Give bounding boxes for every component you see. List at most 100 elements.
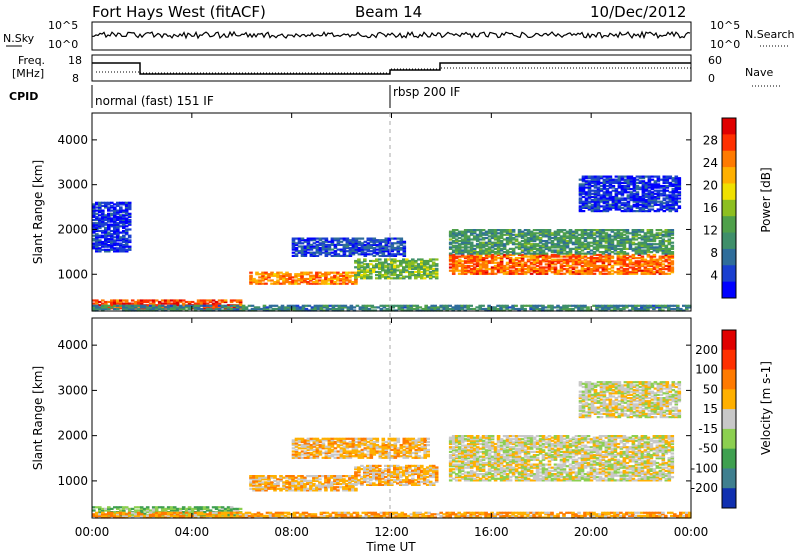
velocity-cell bbox=[273, 475, 277, 477]
velocity-cell bbox=[239, 508, 243, 510]
power-cell bbox=[612, 185, 616, 187]
freq-tick-low: 8 bbox=[72, 72, 79, 85]
nsearch-label: N.Search bbox=[745, 28, 795, 41]
power-cell bbox=[626, 235, 630, 237]
power-cell bbox=[249, 272, 253, 274]
power-colorbar-tick: 4 bbox=[710, 269, 718, 283]
power-cell bbox=[369, 276, 373, 278]
power-cell bbox=[641, 229, 645, 231]
power-cell bbox=[671, 251, 675, 253]
power-cell bbox=[119, 206, 123, 208]
power-colorbar-swatch bbox=[722, 183, 736, 200]
velocity-cell bbox=[336, 489, 340, 491]
power-cell bbox=[636, 191, 640, 193]
power-cell bbox=[515, 238, 519, 240]
power-cell bbox=[582, 210, 586, 212]
power-cell bbox=[671, 266, 675, 268]
power-cell bbox=[678, 201, 682, 203]
velocity-cell bbox=[318, 478, 322, 480]
power-cell bbox=[626, 229, 630, 231]
velocity-cell bbox=[420, 465, 424, 467]
power-colorbar-label: Power [dB] bbox=[759, 167, 773, 232]
power-cell bbox=[264, 283, 268, 285]
power-colorbar-tick: 24 bbox=[703, 156, 718, 170]
power-colorbar-swatch bbox=[722, 249, 736, 266]
power-cell bbox=[514, 305, 518, 307]
velocity-cell bbox=[92, 509, 96, 511]
noise-tick-high: 10^5 bbox=[48, 19, 78, 32]
power-heatmap-cells bbox=[92, 176, 692, 312]
power-cell bbox=[116, 308, 120, 310]
power-colorbar-tick: 8 bbox=[710, 246, 718, 260]
power-cell bbox=[671, 245, 675, 247]
power-cell bbox=[671, 260, 675, 262]
power-cell bbox=[512, 229, 516, 231]
power-cell bbox=[586, 306, 590, 308]
power-ylabel: Slant Range [km] bbox=[31, 160, 45, 264]
cpid-segment-2: rbsp 200 IF bbox=[393, 85, 460, 99]
power-colorbar-swatch bbox=[722, 233, 736, 250]
power-cell bbox=[224, 299, 228, 301]
freq-panel bbox=[92, 55, 691, 81]
power-cell bbox=[593, 273, 597, 275]
power-cell bbox=[325, 238, 329, 240]
power-cell bbox=[469, 305, 473, 307]
nave-tick-low: 0 bbox=[708, 72, 715, 85]
power-cell bbox=[101, 210, 105, 212]
power-cell bbox=[361, 238, 365, 240]
beam-title: Beam 14 bbox=[355, 3, 422, 21]
power-cell bbox=[481, 305, 485, 307]
freq-tick-high: 18 bbox=[68, 54, 82, 67]
power-colorbar-tick: 12 bbox=[703, 224, 718, 238]
power-cell bbox=[548, 229, 552, 231]
power-ytick-label: 3000 bbox=[57, 178, 88, 192]
power-colorbar-swatch bbox=[722, 151, 736, 168]
power-cell bbox=[678, 177, 682, 179]
power-colorbar-swatch bbox=[722, 216, 736, 233]
nave-tick-high: 60 bbox=[708, 54, 722, 67]
cpid-segment-1: normal (fast) 151 IF bbox=[95, 94, 214, 108]
power-cell bbox=[678, 191, 682, 193]
power-cell bbox=[671, 229, 675, 231]
noise-sky-line bbox=[92, 32, 690, 38]
power-cell bbox=[435, 258, 439, 260]
power-cell bbox=[554, 266, 558, 268]
freq-unit: [MHz] bbox=[12, 67, 44, 80]
velocity-cell bbox=[435, 466, 439, 468]
power-cell bbox=[435, 263, 439, 265]
power-cell bbox=[435, 268, 439, 270]
power-cell bbox=[626, 253, 630, 255]
power-colorbar-swatch bbox=[722, 167, 736, 184]
power-cell bbox=[128, 202, 132, 204]
power-cell bbox=[671, 242, 675, 244]
power-ytick-label: 4000 bbox=[57, 133, 88, 147]
power-cell bbox=[671, 237, 675, 239]
noise-tick-high-right: 10^5 bbox=[710, 19, 740, 32]
power-cell bbox=[641, 256, 645, 258]
power-cell bbox=[523, 308, 527, 310]
power-cell bbox=[470, 242, 474, 244]
power-cell bbox=[575, 266, 579, 268]
power-colorbar-tick: 20 bbox=[703, 179, 718, 193]
noise-tick-low-right: 10^0 bbox=[710, 38, 740, 51]
power-cell bbox=[128, 213, 132, 215]
power-cell bbox=[653, 254, 657, 256]
power-cell bbox=[288, 273, 292, 275]
power-cell bbox=[657, 176, 661, 178]
noise-tick-low: 10^0 bbox=[48, 38, 78, 51]
velocity-cell bbox=[206, 506, 210, 508]
power-ytick-label: 1000 bbox=[57, 267, 88, 281]
power-colorbar-tick: 16 bbox=[703, 201, 718, 215]
nsky-label: N.Sky bbox=[3, 32, 35, 45]
power-colorbar-swatch bbox=[722, 200, 736, 217]
power-cell bbox=[249, 275, 253, 277]
power-colorbar-swatch bbox=[722, 265, 736, 282]
power-cell bbox=[545, 253, 549, 255]
power-cell bbox=[128, 246, 132, 248]
power-cell bbox=[128, 219, 132, 221]
station-title: Fort Hays West (fitACF) bbox=[92, 3, 266, 21]
power-cell bbox=[128, 239, 132, 241]
power-cell bbox=[209, 305, 213, 307]
